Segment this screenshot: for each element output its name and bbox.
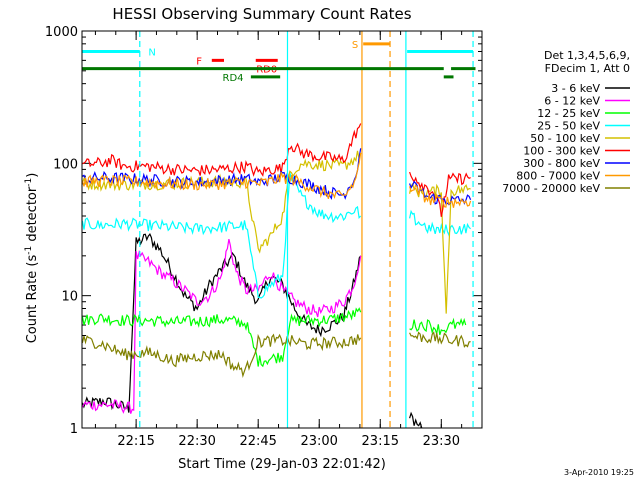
legend-entry-label: 6 - 12 keV [544,95,600,108]
y-tick-label: 1000 [45,25,78,40]
legend-entry-label: 25 - 50 keV [537,120,600,133]
x-tick-label: 23:30 [423,434,460,449]
y-tick-label: 10 [61,290,78,305]
flag-label: N [148,47,155,58]
series-segment-post-gap-0 [409,411,423,429]
legend-header: FDecim 1, Att 0 [545,62,630,75]
x-tick-label: 22:45 [239,434,276,449]
legend: Det 1,3,4,5,6,9,FDecim 1, Att 0 3 - 6 keV… [502,49,630,195]
chart-title: HESSI Observing Summary Count Rates [112,5,411,23]
series-line-1 [81,238,362,414]
tick-labels: 22:15 22:30 22:45 23:00 23:15 23:30 1 10 100 1000 [45,25,460,449]
series-line-5 [82,123,362,177]
legend-entry-label: 7000 - 20000 keV [502,182,600,195]
timestamp: 3-Apr-2010 19:25 [564,468,634,477]
series-lines [81,123,472,429]
series-line-3 [81,172,362,299]
flag-label: S [352,40,358,51]
flag-label: F [196,56,202,67]
series-line-0 [81,232,362,413]
series-segment-post-gap-2 [409,209,472,237]
x-tick-label: 22:30 [178,434,215,449]
series-segment-post-gap-1 [409,317,467,336]
y-axis-label: Count Rate (s-1 detector-1) [24,173,40,344]
flag-markers: NSFRD0RD4 [82,31,476,428]
legend-entry-label: 100 - 300 keV [523,145,600,158]
x-tick-label: 23:00 [300,434,337,449]
x-tick-label: 23:15 [362,434,399,449]
axis-ticks [82,30,483,429]
series-segment-post-gap-6 [409,184,472,208]
flag-label: RD4 [223,73,244,84]
legend-header: Det 1,3,4,5,6,9, [544,49,630,62]
series-line-7 [81,152,362,199]
x-tick-label: 22:15 [117,434,154,449]
y-tick-label: 1 [70,422,78,437]
legend-entry-label: 3 - 6 keV [551,82,600,95]
legend-entry-label: 300 - 800 keV [523,157,600,170]
series-segment-post-gap-7 [409,331,471,348]
legend-entry-label: 12 - 25 keV [537,107,600,120]
legend-entry-label: 50 - 100 keV [530,132,600,145]
series-line-8 [81,333,362,379]
y-axis-label-part: ) [25,173,40,178]
series-line-2 [81,307,362,368]
plot-frame [81,30,483,429]
y-axis-label-part: Count Rate (s [25,255,40,344]
x-axis-label: Start Time (29-Jan-03 22:01:42) [178,457,386,472]
y-axis-label-sup2: -1 [24,178,34,187]
y-axis-label-part: detector [25,186,40,246]
series-segment-post-gap-4 [409,171,471,217]
y-tick-label: 100 [53,157,78,172]
legend-entry-label: 800 - 7000 keV [516,170,600,183]
y-axis-label-sup1: -1 [24,246,34,255]
